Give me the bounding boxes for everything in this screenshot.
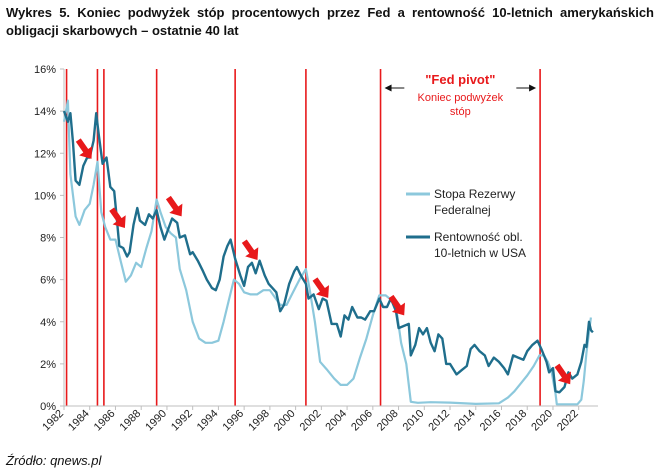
arrow-shape xyxy=(554,363,572,385)
arrow-shape xyxy=(241,239,259,261)
y-tick-label: 6% xyxy=(40,275,56,287)
series-layer xyxy=(62,99,594,406)
x-tick-label: 2018 xyxy=(504,408,530,434)
treasury-10y-yield-line xyxy=(62,110,594,394)
annotation-arrowhead-right xyxy=(529,84,537,92)
legend-label: Stopa Rezerwy xyxy=(434,187,515,201)
x-tick-label: 2004 xyxy=(323,408,349,434)
x-tick-label: 2010 xyxy=(401,408,427,434)
arrow-shape xyxy=(165,195,183,217)
y-tick-label: 14% xyxy=(34,106,56,118)
pivot-arrows xyxy=(75,138,572,385)
x-tick-label: 2002 xyxy=(298,408,324,434)
pivot-arrow xyxy=(241,239,259,261)
chart-caption: Wykres 5. Koniec podwyżek stóp procentow… xyxy=(6,5,654,38)
x-tick-label: 2016 xyxy=(478,408,504,434)
x-tick-label: 1988 xyxy=(118,408,144,434)
x-tick-label: 1994 xyxy=(195,408,221,434)
pivot-arrow xyxy=(165,195,183,217)
x-tick-label: 1990 xyxy=(143,408,169,434)
fed-pivot-annotation: "Fed pivot" Koniec podwyżek stóp xyxy=(384,72,537,118)
x-tick-label: 2008 xyxy=(375,408,401,434)
pivot-arrow xyxy=(109,207,126,229)
legend-label: Rentowność obl. xyxy=(434,230,523,244)
x-tick-label: 1996 xyxy=(220,408,246,434)
arrow-shape xyxy=(109,207,126,229)
y-tick-label: 16% xyxy=(34,64,56,76)
arrow-shape xyxy=(75,138,93,159)
annotation-subtitle-line2: stóp xyxy=(450,106,471,118)
annotation-subtitle-line1: Koniec podwyżek xyxy=(418,92,504,104)
fed-funds-rate-line xyxy=(62,99,592,406)
y-tick-label: 12% xyxy=(34,148,56,160)
y-tick-label: 8% xyxy=(40,233,56,245)
x-tick-label: 2014 xyxy=(452,408,478,434)
pivot-arrow xyxy=(312,277,330,298)
x-tick-label: 1986 xyxy=(92,408,118,434)
arrow-shape xyxy=(312,277,330,298)
x-tick-label: 1984 xyxy=(66,408,92,434)
pivot-arrow xyxy=(554,363,572,385)
chart-legend: Stopa Rezerwy Federalnej Rentowność obl. 10… xyxy=(406,187,526,260)
legend-label: Federalnej xyxy=(434,203,491,217)
x-tick-label: 2022 xyxy=(555,408,581,434)
legend-label: 10-letnich w USA xyxy=(434,246,526,260)
x-tick-label: 2020 xyxy=(529,408,555,434)
pivot-arrow xyxy=(75,138,93,159)
arrow-shape xyxy=(388,294,406,316)
source-note: Źródło: qnews.pl xyxy=(6,453,102,468)
annotation-arrowhead-left xyxy=(384,84,392,92)
y-tick-label: 10% xyxy=(34,190,56,202)
x-tick-label: 1998 xyxy=(246,408,272,434)
y-tick-label: 2% xyxy=(40,359,56,371)
annotation-title: "Fed pivot" xyxy=(425,72,495,87)
pivot-arrow xyxy=(388,294,406,316)
x-tick-label: 2012 xyxy=(426,408,452,434)
y-tick-label: 4% xyxy=(40,317,56,329)
y-tick-label: 0% xyxy=(40,401,56,413)
x-tick-label: 1992 xyxy=(169,408,195,434)
x-tick-label: 2000 xyxy=(272,408,298,434)
x-tick-label: 2006 xyxy=(349,408,375,434)
